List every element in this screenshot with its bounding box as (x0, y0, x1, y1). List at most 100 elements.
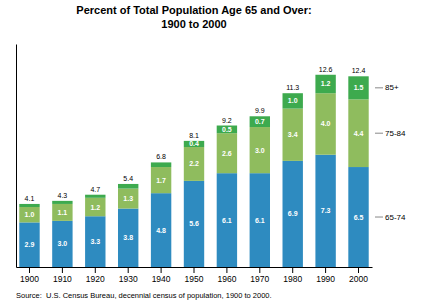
data-label: 3.8 (123, 234, 133, 241)
bar (348, 167, 368, 267)
x-tick-label: 1940 (152, 274, 171, 284)
legend: 65-74 75-84 85+ (375, 83, 406, 221)
x-tick-label: 1910 (53, 274, 72, 284)
data-label: 1.3 (123, 195, 133, 202)
x-tick: 1980 (283, 267, 302, 284)
bar (250, 127, 270, 173)
x-tick-label: 1970 (250, 274, 269, 284)
total-label: 11.3 (286, 84, 299, 91)
x-tick: 1930 (119, 267, 138, 284)
x-tick-mark (292, 267, 293, 273)
data-label: 2.2 (189, 160, 199, 167)
x-tick-label: 1960 (217, 274, 236, 284)
x-tick-mark (325, 267, 326, 273)
bar (85, 198, 105, 216)
x-tick: 2000 (349, 267, 368, 284)
y-axis-line (16, 45, 17, 268)
data-label: 1.1 (58, 209, 68, 216)
x-tick-label: 1980 (283, 274, 302, 284)
x-tick: 1910 (53, 267, 72, 284)
bar (283, 109, 303, 161)
x-tick-mark (128, 267, 129, 273)
total-label: 5.4 (123, 175, 133, 182)
data-label: 6.9 (288, 210, 298, 217)
bar (85, 195, 105, 198)
x-tick: 1950 (185, 267, 204, 284)
total-label: 9.2 (222, 117, 232, 124)
data-label: 3.0 (255, 147, 265, 154)
bar (118, 184, 138, 189)
x-tick-label: 1990 (316, 274, 335, 284)
source: Source: U.S. Census Bureau, decennial ce… (16, 291, 272, 300)
bar (250, 173, 270, 267)
data-label: 4.0 (321, 120, 331, 127)
x-tick-label: 1900 (20, 274, 39, 284)
x-tick: 1990 (316, 267, 335, 284)
x-tick-mark (358, 267, 359, 273)
bar (118, 189, 138, 209)
title: Percent of Total Population Age 65 and O… (76, 4, 311, 30)
data-label: 4.8 (156, 227, 166, 234)
data-label: 4.4 (354, 130, 364, 137)
bar (283, 161, 303, 267)
bar (217, 126, 237, 134)
bar (315, 93, 335, 155)
legend-label: 85+ (385, 83, 399, 92)
title-line: Percent of Total Population Age 65 and O… (76, 4, 311, 16)
bar (19, 204, 39, 207)
bar (217, 133, 237, 173)
legend-dash (375, 87, 383, 88)
chart: 1900 1910 1920 1930 1940 1950 1960 1970 1980 1990… (0, 0, 430, 303)
x-tick-mark (226, 267, 227, 273)
bar (52, 201, 72, 204)
bar (118, 209, 138, 267)
x-tick: 1970 (250, 267, 269, 284)
data-label: 2.9 (25, 241, 35, 248)
x-tick-mark (161, 267, 162, 273)
data-label: 0.4 (189, 140, 199, 147)
x-tick-label: 1950 (185, 274, 204, 284)
x-tick: 1940 (152, 267, 171, 284)
data-label: 5.6 (189, 220, 199, 227)
bar (283, 93, 303, 108)
bar-series (19, 75, 368, 207)
legend-label: 75-84 (385, 129, 406, 138)
bar (19, 222, 39, 267)
bar (151, 193, 171, 267)
data-label: 0.7 (255, 118, 265, 125)
data-label: 1.0 (25, 211, 35, 218)
legend-dash (375, 133, 383, 134)
bar (348, 76, 368, 99)
x-tick-label: 1920 (86, 274, 105, 284)
data-label: 6.1 (222, 217, 232, 224)
data-label: 1.7 (156, 177, 166, 184)
bar (184, 181, 204, 267)
bar (85, 216, 105, 267)
total-label: 12.4 (352, 67, 366, 74)
data-label: 2.6 (222, 150, 232, 157)
data-label: 1.0 (288, 97, 298, 104)
total-label: 9.9 (255, 107, 265, 114)
legend-label: 65-74 (385, 213, 406, 222)
total-label: 4.1 (25, 195, 35, 202)
data-label: 6.1 (255, 217, 265, 224)
x-tick: 1920 (86, 267, 105, 284)
data-labels: 2.93.03.33.84.85.66.16.16.97.36.51.01.11… (25, 80, 364, 248)
bars (19, 75, 368, 267)
bar (348, 99, 368, 167)
data-label: 0.5 (222, 126, 232, 133)
x-tick-mark (29, 267, 30, 273)
y-axis (16, 45, 17, 268)
title-line: 1900 to 2000 (161, 18, 226, 30)
x-tick: 1900 (20, 267, 39, 284)
bar (217, 173, 237, 267)
x-tick-mark (194, 267, 195, 273)
total-label: 6.8 (156, 153, 166, 160)
data-label: 1.2 (321, 80, 331, 87)
bar (19, 207, 39, 222)
data-label: 3.4 (288, 131, 298, 138)
data-label: 1.5 (354, 84, 364, 91)
x-tick-label: 2000 (349, 274, 368, 284)
data-label: 1.2 (90, 204, 100, 211)
x-tick-label: 1930 (119, 274, 138, 284)
